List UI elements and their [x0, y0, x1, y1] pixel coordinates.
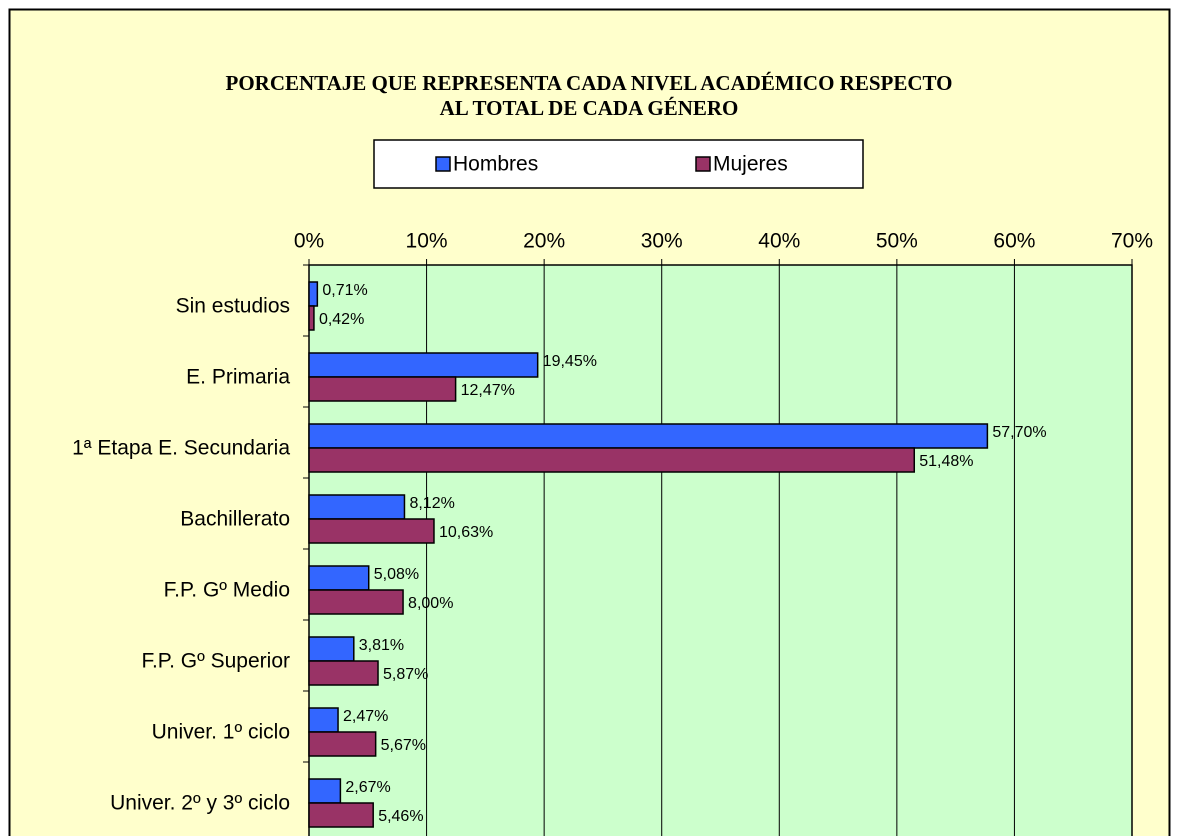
value-label: 3,81% — [359, 637, 404, 654]
legend-swatch — [435, 156, 451, 172]
value-label: 2,47% — [343, 708, 388, 725]
bar — [308, 589, 404, 615]
value-label: 51,48% — [919, 453, 973, 470]
chart-title: PORCENTAJE QUE REPRESENTA CADA NIVEL ACA… — [226, 71, 953, 95]
bar — [308, 447, 916, 473]
y-tick-label: Univer. 1º ciclo — [152, 721, 290, 744]
y-tick-label: Bachillerato — [180, 508, 290, 531]
value-label: 0,71% — [322, 282, 367, 299]
value-label: 5,67% — [381, 737, 426, 754]
bar — [308, 636, 355, 662]
bar — [308, 707, 339, 733]
value-label: 57,70% — [992, 424, 1046, 441]
legend-swatch — [695, 156, 711, 172]
y-tick-label: E. Primaria — [186, 366, 290, 389]
y-tick-label: F.P. Gº Medio — [164, 579, 290, 602]
x-tick-label: 20% — [523, 230, 565, 253]
value-label: 8,00% — [408, 595, 453, 612]
bar — [308, 660, 379, 686]
legend-label: Hombres — [453, 153, 538, 176]
y-tick-label: Univer. 2º y 3º ciclo — [110, 792, 290, 815]
x-tick-label: 50% — [876, 230, 918, 253]
legend-label: Mujeres — [713, 153, 788, 176]
x-tick-label: 60% — [993, 230, 1035, 253]
x-tick-label: 40% — [758, 230, 800, 253]
x-tick-label: 10% — [406, 230, 448, 253]
bar — [308, 802, 374, 828]
bar — [308, 731, 377, 757]
bar — [308, 376, 457, 402]
bar — [308, 423, 989, 449]
y-tick-label: Sin estudios — [176, 295, 290, 318]
y-tick-label: 1ª Etapa E. Secundaria — [72, 437, 290, 460]
value-label: 5,08% — [374, 566, 419, 583]
bar — [308, 494, 406, 520]
value-label: 19,45% — [543, 353, 597, 370]
value-label: 8,12% — [409, 495, 454, 512]
bar — [308, 305, 315, 331]
bar — [308, 281, 319, 307]
legend — [373, 139, 864, 189]
bar — [308, 565, 370, 591]
plot-area — [308, 264, 1133, 836]
value-label: 10,63% — [439, 524, 493, 541]
value-label: 5,87% — [383, 666, 428, 683]
bar — [308, 518, 435, 544]
value-label: 0,42% — [319, 311, 364, 328]
value-label: 2,67% — [345, 779, 390, 796]
value-label: 12,47% — [461, 382, 515, 399]
bar — [308, 778, 342, 804]
bar — [308, 352, 539, 378]
chart-title: AL TOTAL DE CADA GÉNERO — [440, 96, 739, 120]
x-tick-label: 0% — [294, 230, 324, 253]
x-tick-label: 70% — [1111, 230, 1153, 253]
y-tick-label: F.P. Gº Superior — [141, 650, 290, 673]
value-label: 5,46% — [378, 808, 423, 825]
x-tick-label: 30% — [641, 230, 683, 253]
